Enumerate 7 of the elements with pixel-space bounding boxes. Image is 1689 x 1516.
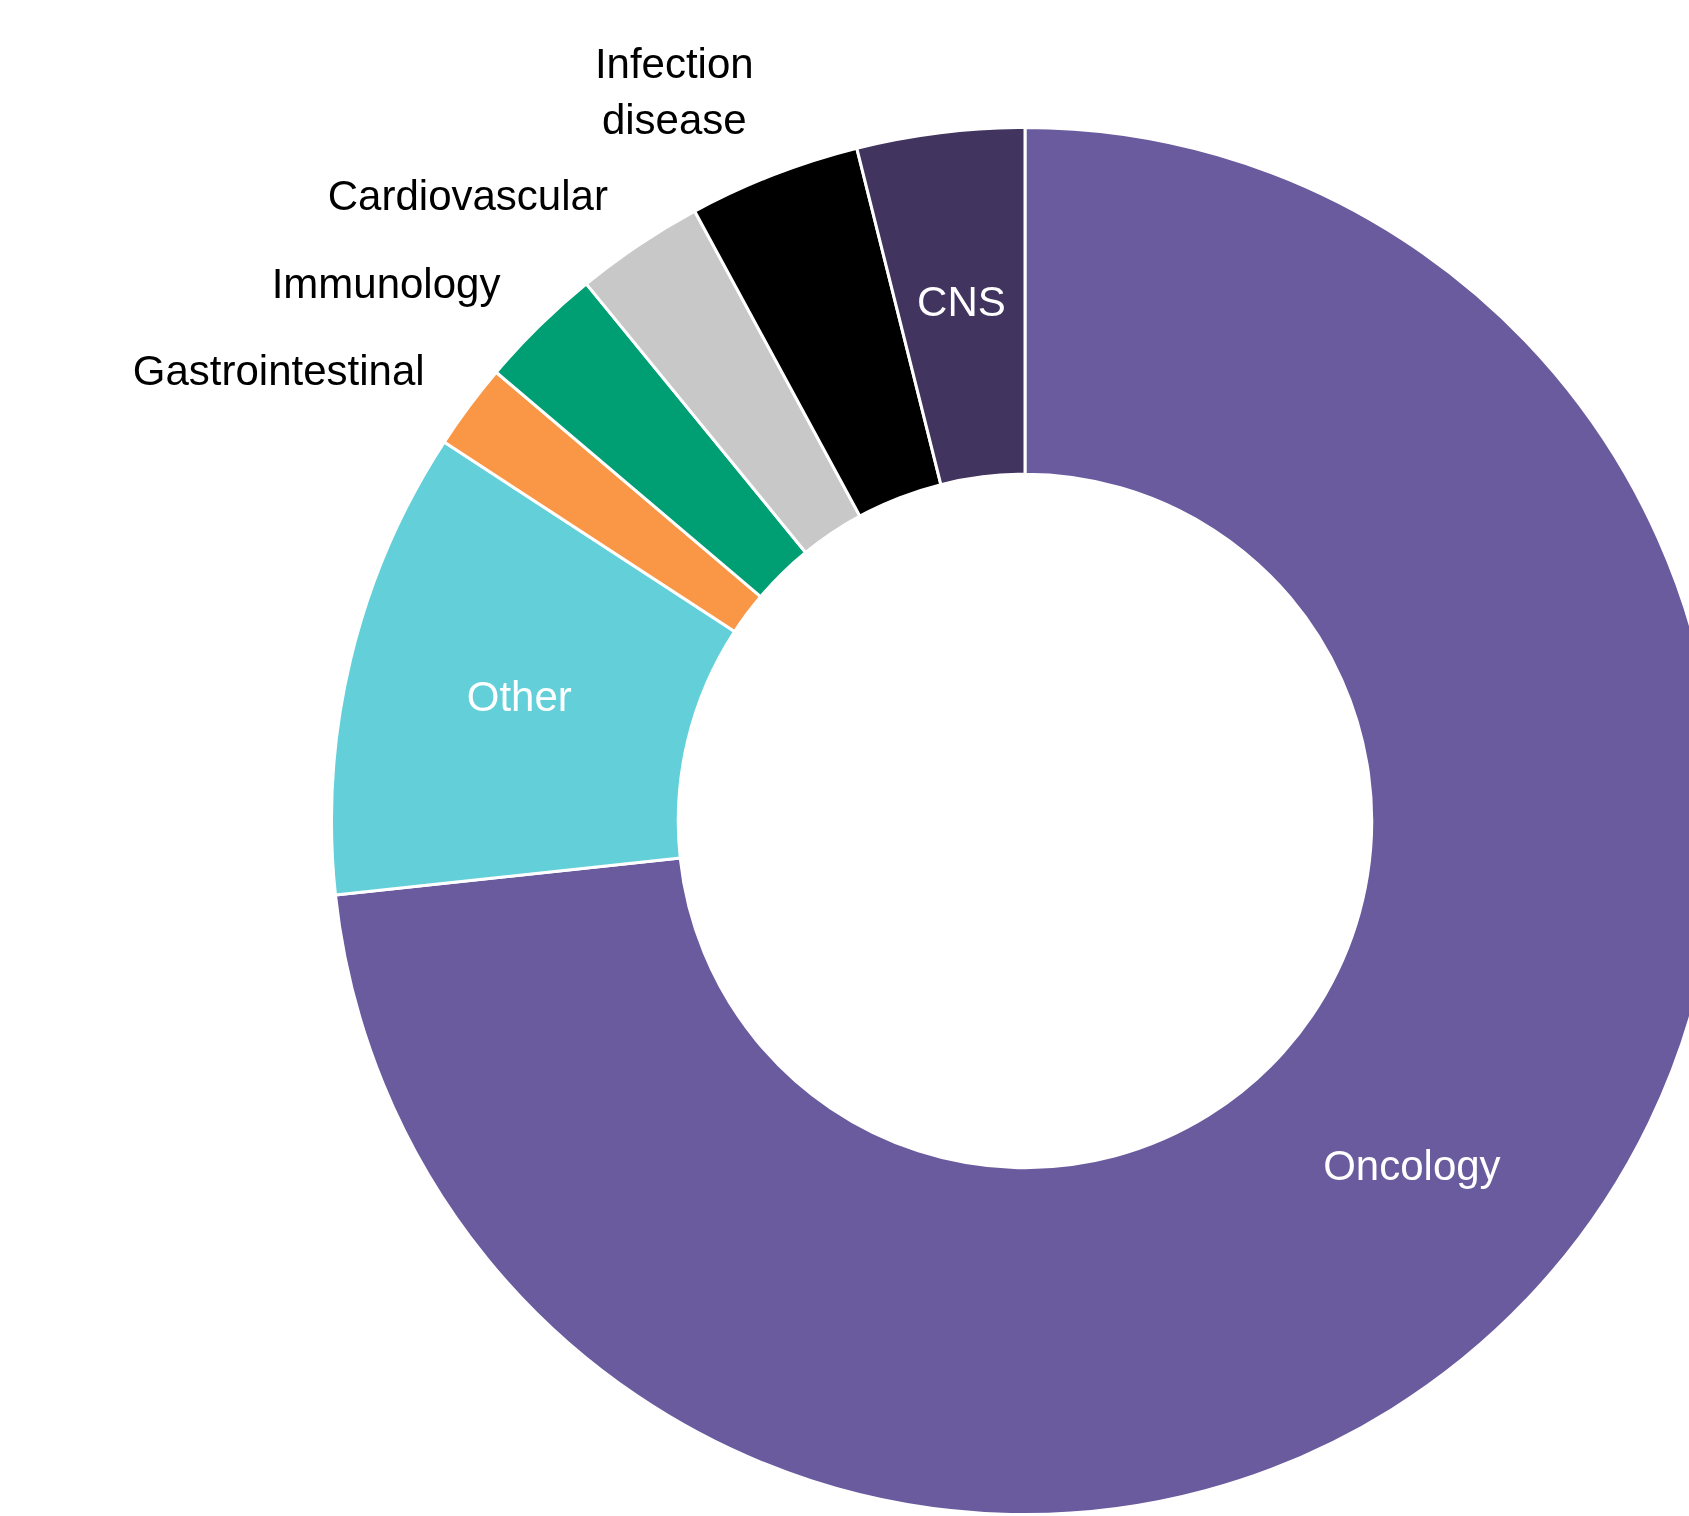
slice-label: Other (466, 673, 572, 721)
slice-label: Gastrointestinal (132, 346, 425, 394)
slice-label: CNS (917, 278, 1006, 326)
slice-label: Oncology (1323, 1142, 1501, 1190)
slice-label: Infection disease (594, 40, 754, 144)
slice-label: Cardiovascular (327, 172, 608, 220)
slice-label: Immunology (271, 260, 501, 307)
